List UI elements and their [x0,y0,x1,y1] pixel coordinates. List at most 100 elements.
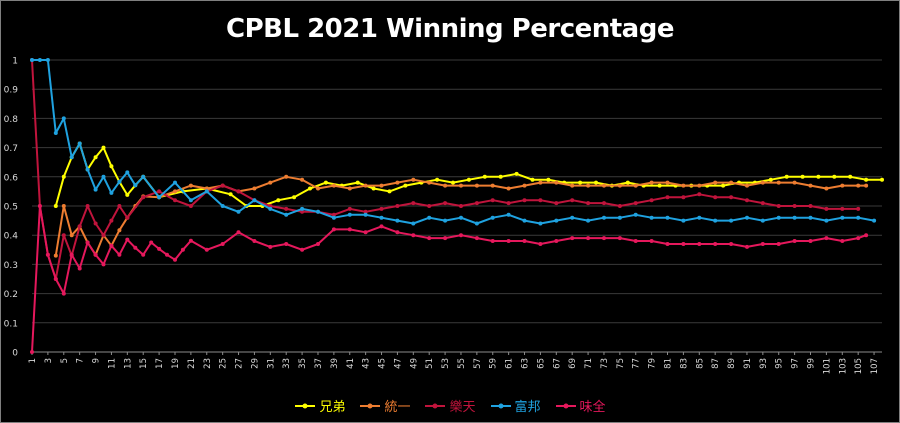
data-point [363,209,368,214]
data-point [101,174,106,179]
data-point [554,180,559,185]
data-point [745,198,749,203]
legend-label: 富邦 [514,400,541,415]
data-point [840,206,845,211]
data-point [53,253,58,258]
data-point [204,186,209,191]
data-point [85,167,90,172]
x-tick-label: 99 [807,358,817,369]
data-point [141,174,146,179]
data-point [522,239,527,243]
data-point [506,201,511,206]
data-point [490,239,495,243]
data-point [268,244,273,249]
data-point [53,131,58,135]
data-point [649,180,654,185]
data-point [125,170,130,175]
legend-swatch [295,403,316,408]
data-point [165,252,169,257]
data-point [69,155,74,160]
x-tick-label: 89 [727,358,737,369]
data-point [53,277,58,281]
data-point [125,192,130,197]
data-point [848,174,853,179]
x-tick-label: 49 [409,358,419,369]
data-point [85,204,90,208]
data-point [538,180,543,185]
data-point [792,180,797,185]
data-point [697,242,702,246]
x-tick-label: 85 [695,358,705,369]
data-point [61,204,66,208]
data-point [252,186,257,191]
data-point [681,242,686,246]
data-point [808,183,813,188]
x-tick-label: 37 [314,358,324,369]
data-point [729,180,734,185]
y-tick-label: 0.5 [4,203,18,213]
data-point [379,206,384,211]
data-point [443,183,448,188]
x-tick-label: 7 [76,358,86,363]
data-point [363,183,368,188]
data-point [379,215,384,220]
x-tick-label: 97 [791,358,801,369]
series-5 [30,204,869,354]
x-tick-label: 67 [552,358,562,369]
data-point [633,183,638,188]
data-point [252,239,257,243]
y-tick-label: 0.6 [4,173,19,183]
data-point [649,198,654,203]
data-point [586,201,591,206]
data-point [188,238,193,243]
data-point [498,174,503,179]
data-point [435,177,440,182]
data-point [578,180,583,185]
data-point [109,218,114,223]
data-point [808,239,813,243]
x-tick-label: 17 [155,358,165,369]
data-point [30,58,34,62]
data-point [268,206,273,211]
data-point [395,180,400,185]
data-point [77,266,82,271]
series-1 [53,141,884,208]
data-point [117,252,122,257]
data-point [808,215,813,220]
data-point [681,218,686,223]
x-tick-label: 5 [60,358,70,363]
x-tick-label: 61 [505,358,515,369]
data-point [316,186,320,191]
x-tick-label: 65 [536,358,546,369]
data-point [117,228,122,233]
data-point [316,242,320,246]
data-point [220,183,225,188]
data-point [347,206,352,211]
y-tick-label: 1 [12,57,18,67]
data-point [323,180,328,185]
data-point [729,218,734,223]
legend: 兄弟 統一 樂天 富邦 味全 [0,396,900,415]
data-point [506,186,511,191]
data-point [411,233,416,238]
data-point [760,201,765,206]
x-tick-label: 31 [266,358,276,369]
data-point [109,190,114,195]
data-point [681,195,686,200]
data-point [459,233,463,238]
data-point [93,187,98,192]
x-tick-label: 105 [854,358,864,374]
data-point [474,201,479,206]
data-point [331,215,336,220]
data-point [204,189,209,194]
data-point [443,201,448,206]
x-tick-label: 75 [616,358,626,369]
data-point [514,171,519,176]
data-point [697,183,702,188]
series-3 [30,58,861,281]
data-point [665,180,670,185]
data-point [45,58,50,62]
x-tick-label: 53 [441,358,451,369]
data-point [395,230,400,235]
